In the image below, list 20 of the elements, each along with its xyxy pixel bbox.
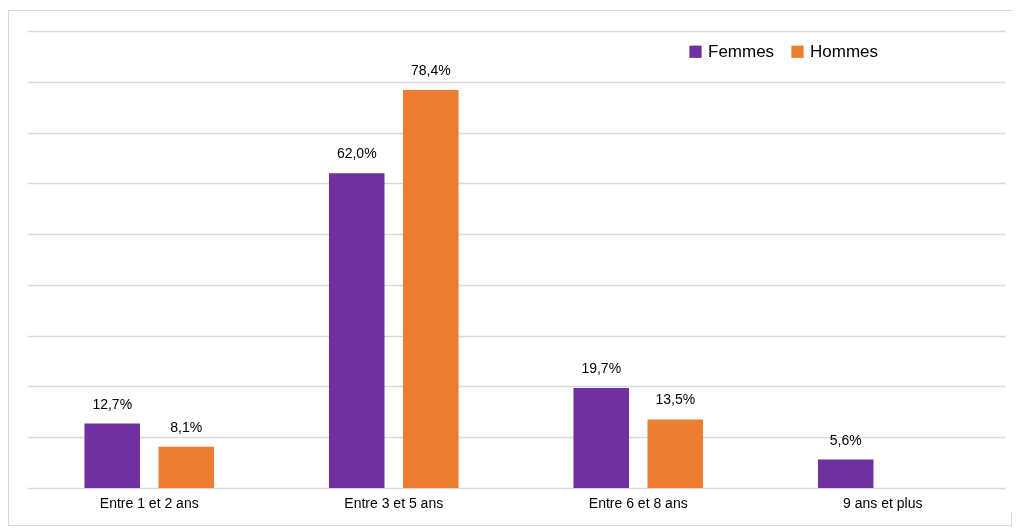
- bar: [158, 446, 215, 488]
- x-tick-label: Entre 3 et 5 ans: [344, 494, 444, 511]
- data-label: 13,5%: [655, 391, 696, 408]
- legend-label: Hommes: [810, 41, 879, 61]
- data-label: 5,6%: [829, 431, 862, 448]
- bar: [328, 173, 385, 488]
- x-tick-label: 9 ans et plus: [843, 494, 923, 511]
- data-label: 78,4%: [410, 61, 451, 78]
- legend-label: Femmes: [708, 41, 775, 61]
- data-label: 19,7%: [581, 359, 622, 376]
- x-tick-label: Entre 1 et 2 ans: [99, 494, 199, 511]
- data-label: 8,1%: [170, 418, 203, 435]
- data-label: 12,7%: [92, 395, 133, 412]
- x-tick-label: Entre 6 et 8 ans: [588, 494, 688, 511]
- bar: [817, 459, 874, 488]
- bar: [647, 419, 704, 488]
- bar: [84, 423, 140, 488]
- bar: [403, 89, 459, 488]
- data-label: 62,0%: [336, 145, 377, 162]
- bar: [573, 387, 629, 488]
